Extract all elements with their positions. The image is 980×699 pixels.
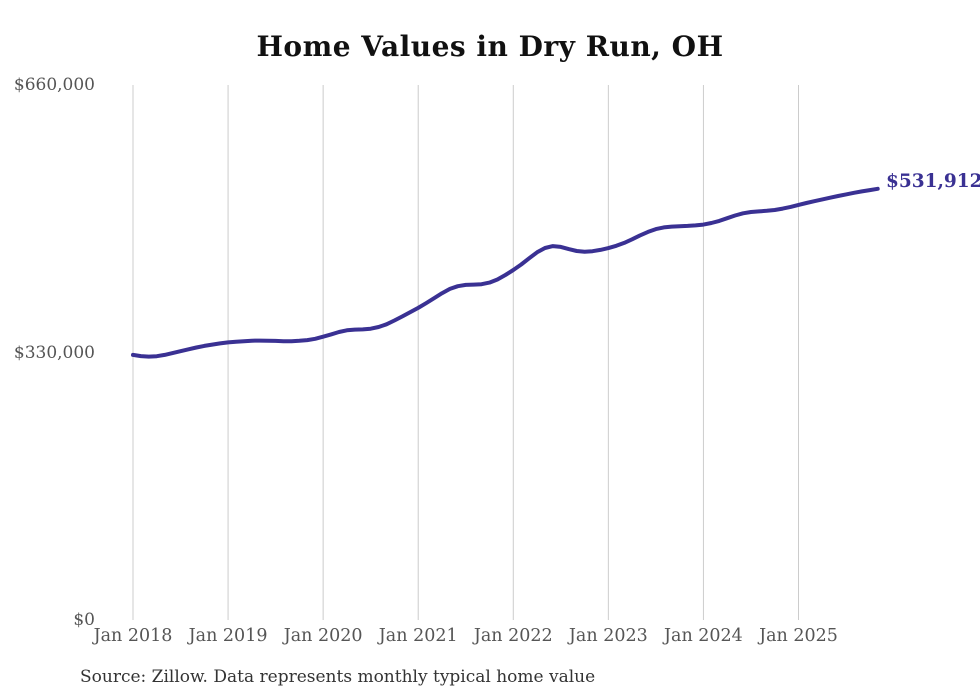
chart-title: Home Values in Dry Run, OH bbox=[256, 30, 724, 63]
x-axis-tick-label: Jan 2024 bbox=[664, 626, 743, 646]
x-axis-tick-label: Jan 2023 bbox=[568, 626, 648, 646]
x-axis-tick-label: Jan 2022 bbox=[473, 626, 553, 646]
x-axis-tick-label: Jan 2019 bbox=[188, 626, 268, 646]
current-value-label: $531,912 bbox=[886, 171, 980, 192]
x-axis-tick-label: Jan 2021 bbox=[378, 626, 458, 646]
y-axis-tick-label: $660,000 bbox=[13, 75, 95, 95]
home-value-series-line bbox=[131, 186, 880, 359]
source-note: Source: Zillow. Data represents monthly … bbox=[80, 667, 596, 687]
y-axis-tick-label: $0 bbox=[73, 610, 95, 630]
x-axis-tick-label: Jan 2018 bbox=[93, 626, 173, 646]
x-axis-tick-label: Jan 2025 bbox=[759, 626, 838, 646]
x-axis-tick-label: Jan 2020 bbox=[283, 626, 363, 646]
y-axis-tick-label: $330,000 bbox=[13, 342, 95, 363]
